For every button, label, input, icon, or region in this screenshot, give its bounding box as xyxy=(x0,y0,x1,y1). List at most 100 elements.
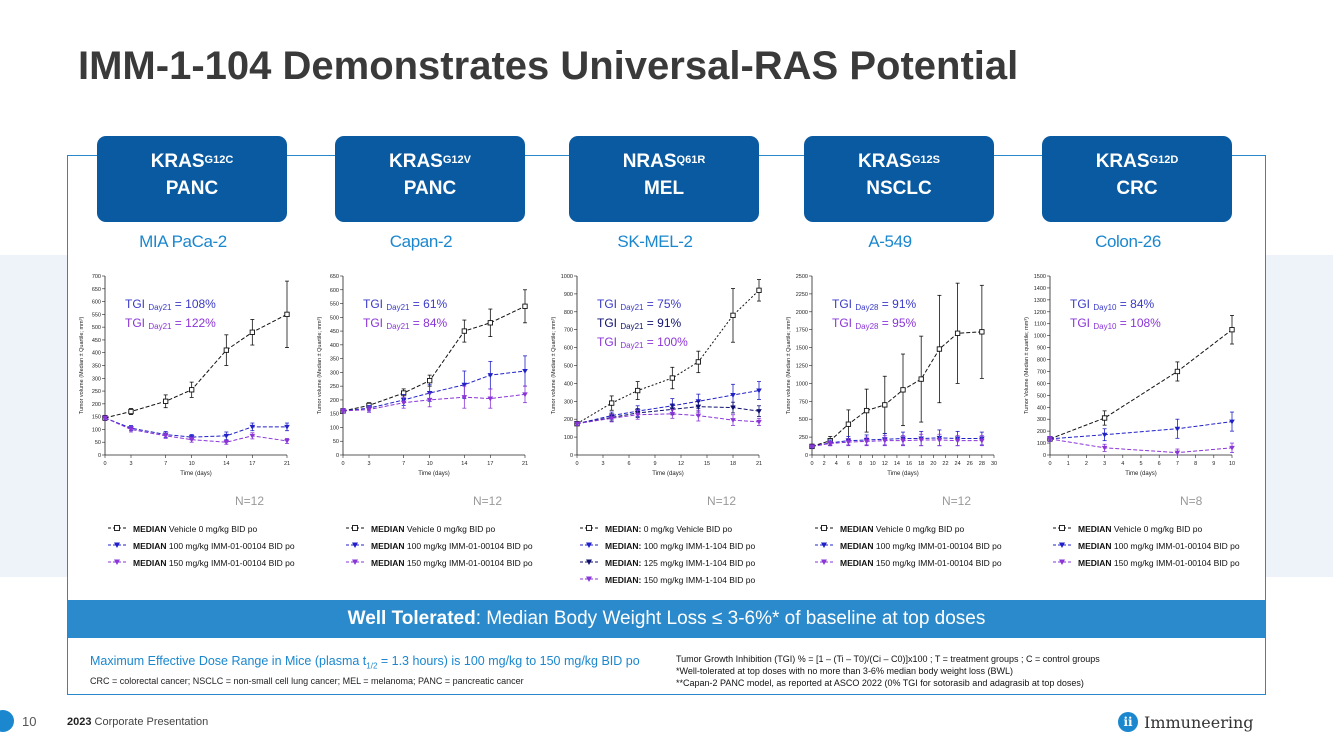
y-tick-label: 900 xyxy=(564,292,573,298)
y-tick-label: 500 xyxy=(1037,393,1046,399)
mutation-header: KRASG12C PANC xyxy=(97,136,287,222)
cell-line-label: A-549 xyxy=(868,232,912,251)
y-tick-label: 100 xyxy=(92,427,101,433)
y-tick-label: 400 xyxy=(1037,405,1046,411)
tgi-day: Day10 xyxy=(1093,322,1117,331)
data-point xyxy=(695,404,702,410)
y-tick-label: 600 xyxy=(564,346,573,352)
tumor-volume-chart: 0 50 100 150 200 250 300 350 400 450 500 550 600 650 0… xyxy=(317,274,528,477)
y-tick-label: 450 xyxy=(92,338,101,344)
footer-label: 2023 Corporate Presentation xyxy=(67,716,208,728)
legend-bold: MEDIAN xyxy=(840,524,874,534)
y-tick-label: 1750 xyxy=(796,328,808,334)
data-point xyxy=(863,439,870,445)
data-point xyxy=(461,328,467,334)
tgi-annotation: TGI Day21 = 108% xyxy=(125,297,216,312)
sample-size: N=8 xyxy=(1180,494,1203,508)
tgi-definition-notes: Tumor Growth Inhibition (TGI) % = [1 – (… xyxy=(676,653,1100,689)
y-tick-label: 500 xyxy=(92,325,101,331)
y-tick-label: 150 xyxy=(330,412,339,418)
series-line-1 xyxy=(1049,421,1233,440)
legend-marker xyxy=(114,542,120,548)
x-tick-label: 3 xyxy=(367,461,370,467)
tgi-prefix: TGI xyxy=(597,316,620,330)
legend-marker xyxy=(586,525,592,531)
tgi-value: 84% xyxy=(1130,297,1154,311)
tgi-day: Day10 xyxy=(1093,303,1117,312)
tgi-eq: = xyxy=(643,335,657,349)
y-tick-label: 250 xyxy=(92,389,101,395)
legend-swatch xyxy=(1053,542,1071,548)
x-tick-label: 7 xyxy=(164,461,167,467)
y-tick-label: 300 xyxy=(330,370,339,376)
data-point xyxy=(427,377,433,384)
legend-swatch xyxy=(580,525,598,531)
legend-swatch xyxy=(815,559,833,565)
x-tick-label: 0 xyxy=(103,461,106,467)
x-tick-label: 7 xyxy=(402,461,405,467)
data-point xyxy=(284,311,290,318)
mutation-label: KRASG12V xyxy=(335,150,525,174)
legend-text: 125 mg/kg IMM-1-104 BID po xyxy=(641,558,756,568)
y-tick-label: 200 xyxy=(92,402,101,408)
legend-text: 100 mg/kg IMM-1-104 BID po xyxy=(641,541,756,551)
x-tick-label: 0 xyxy=(1048,461,1051,467)
tgi-prefix: TGI xyxy=(832,316,855,330)
y-tick-label: 1200 xyxy=(1034,310,1046,316)
legend-bold: MEDIAN xyxy=(840,558,874,568)
y-axis-label: Tumor Volume (Median ± quartile; mm³) xyxy=(1024,317,1030,414)
x-tick-label: 21 xyxy=(522,461,528,467)
y-tick-label: 500 xyxy=(564,364,573,370)
data-point xyxy=(188,437,195,443)
legend-text: 150 mg/kg IMM-01-00104 BID po xyxy=(1111,558,1240,568)
mutation-label: KRASG12D xyxy=(1042,150,1232,174)
tgi-eq: = xyxy=(878,297,892,311)
data-point xyxy=(608,416,615,422)
data-point xyxy=(918,437,924,443)
data-point xyxy=(522,369,528,374)
tgi-eq: = xyxy=(171,316,185,330)
data-point xyxy=(936,437,943,443)
x-tick-label: 2 xyxy=(823,461,826,467)
y-tick-label: 300 xyxy=(1037,417,1046,423)
x-tick-label: 8 xyxy=(859,461,862,467)
y-tick-label: 400 xyxy=(330,343,339,349)
data-point xyxy=(366,407,372,413)
data-point xyxy=(128,427,134,433)
legend-marker xyxy=(586,559,592,565)
legend-label: MEDIAN Vehicle 0 mg/kg BID po xyxy=(371,524,495,534)
legend-bold: MEDIAN xyxy=(371,524,405,534)
x-tick-label: 20 xyxy=(930,461,936,467)
y-tick-label: 200 xyxy=(1037,429,1046,435)
tgi-formula: Tumor Growth Inhibition (TGI) % = [1 – (… xyxy=(676,654,1100,664)
data-point xyxy=(1174,450,1181,456)
data-point xyxy=(635,387,641,394)
x-tick-label: 9 xyxy=(1212,461,1215,467)
y-tick-label: 800 xyxy=(564,310,573,316)
chart-panel-a-549: KRASG12S NSCLC A-549 0 250 500 750 1000 1250 1500… xyxy=(772,136,1008,576)
footer-text: Corporate Presentation xyxy=(94,716,209,728)
y-tick-label: 1000 xyxy=(561,274,573,280)
chart-panel-mia paca-2: KRASG12C PANC MIA PaCa-2 0 50 100 150 200 250 300… xyxy=(65,136,301,576)
legend-marker xyxy=(114,559,120,565)
tgi-value: 122% xyxy=(185,316,216,330)
tgi-value: 108% xyxy=(185,297,216,311)
x-tick-label: 18 xyxy=(918,461,924,467)
x-tick-label: 18 xyxy=(730,461,736,467)
tgi-eq: = xyxy=(409,316,423,330)
tgi-day: Day21 xyxy=(620,303,644,312)
abbreviation-note: CRC = colorectal cancer; NSCLC = non-sma… xyxy=(90,676,524,686)
x-tick-label: 0 xyxy=(575,461,578,467)
x-tick-label: 24 xyxy=(955,461,961,467)
legend-label: MEDIAN: 100 mg/kg IMM-1-104 BID po xyxy=(605,541,755,551)
dose-note-post: = 1.3 hours) is 100 mg/kg to 150 mg/kg B… xyxy=(377,654,640,668)
legend-marker xyxy=(352,525,358,531)
x-tick-label: 26 xyxy=(967,461,973,467)
y-tick-label: 550 xyxy=(330,302,339,308)
series-line-1 xyxy=(811,437,982,447)
x-axis-label: Time (days) xyxy=(418,471,449,477)
legend-swatch xyxy=(108,542,126,548)
y-tick-label: 1400 xyxy=(1034,286,1046,292)
sample-size: N=12 xyxy=(235,494,265,508)
data-point xyxy=(669,411,676,417)
